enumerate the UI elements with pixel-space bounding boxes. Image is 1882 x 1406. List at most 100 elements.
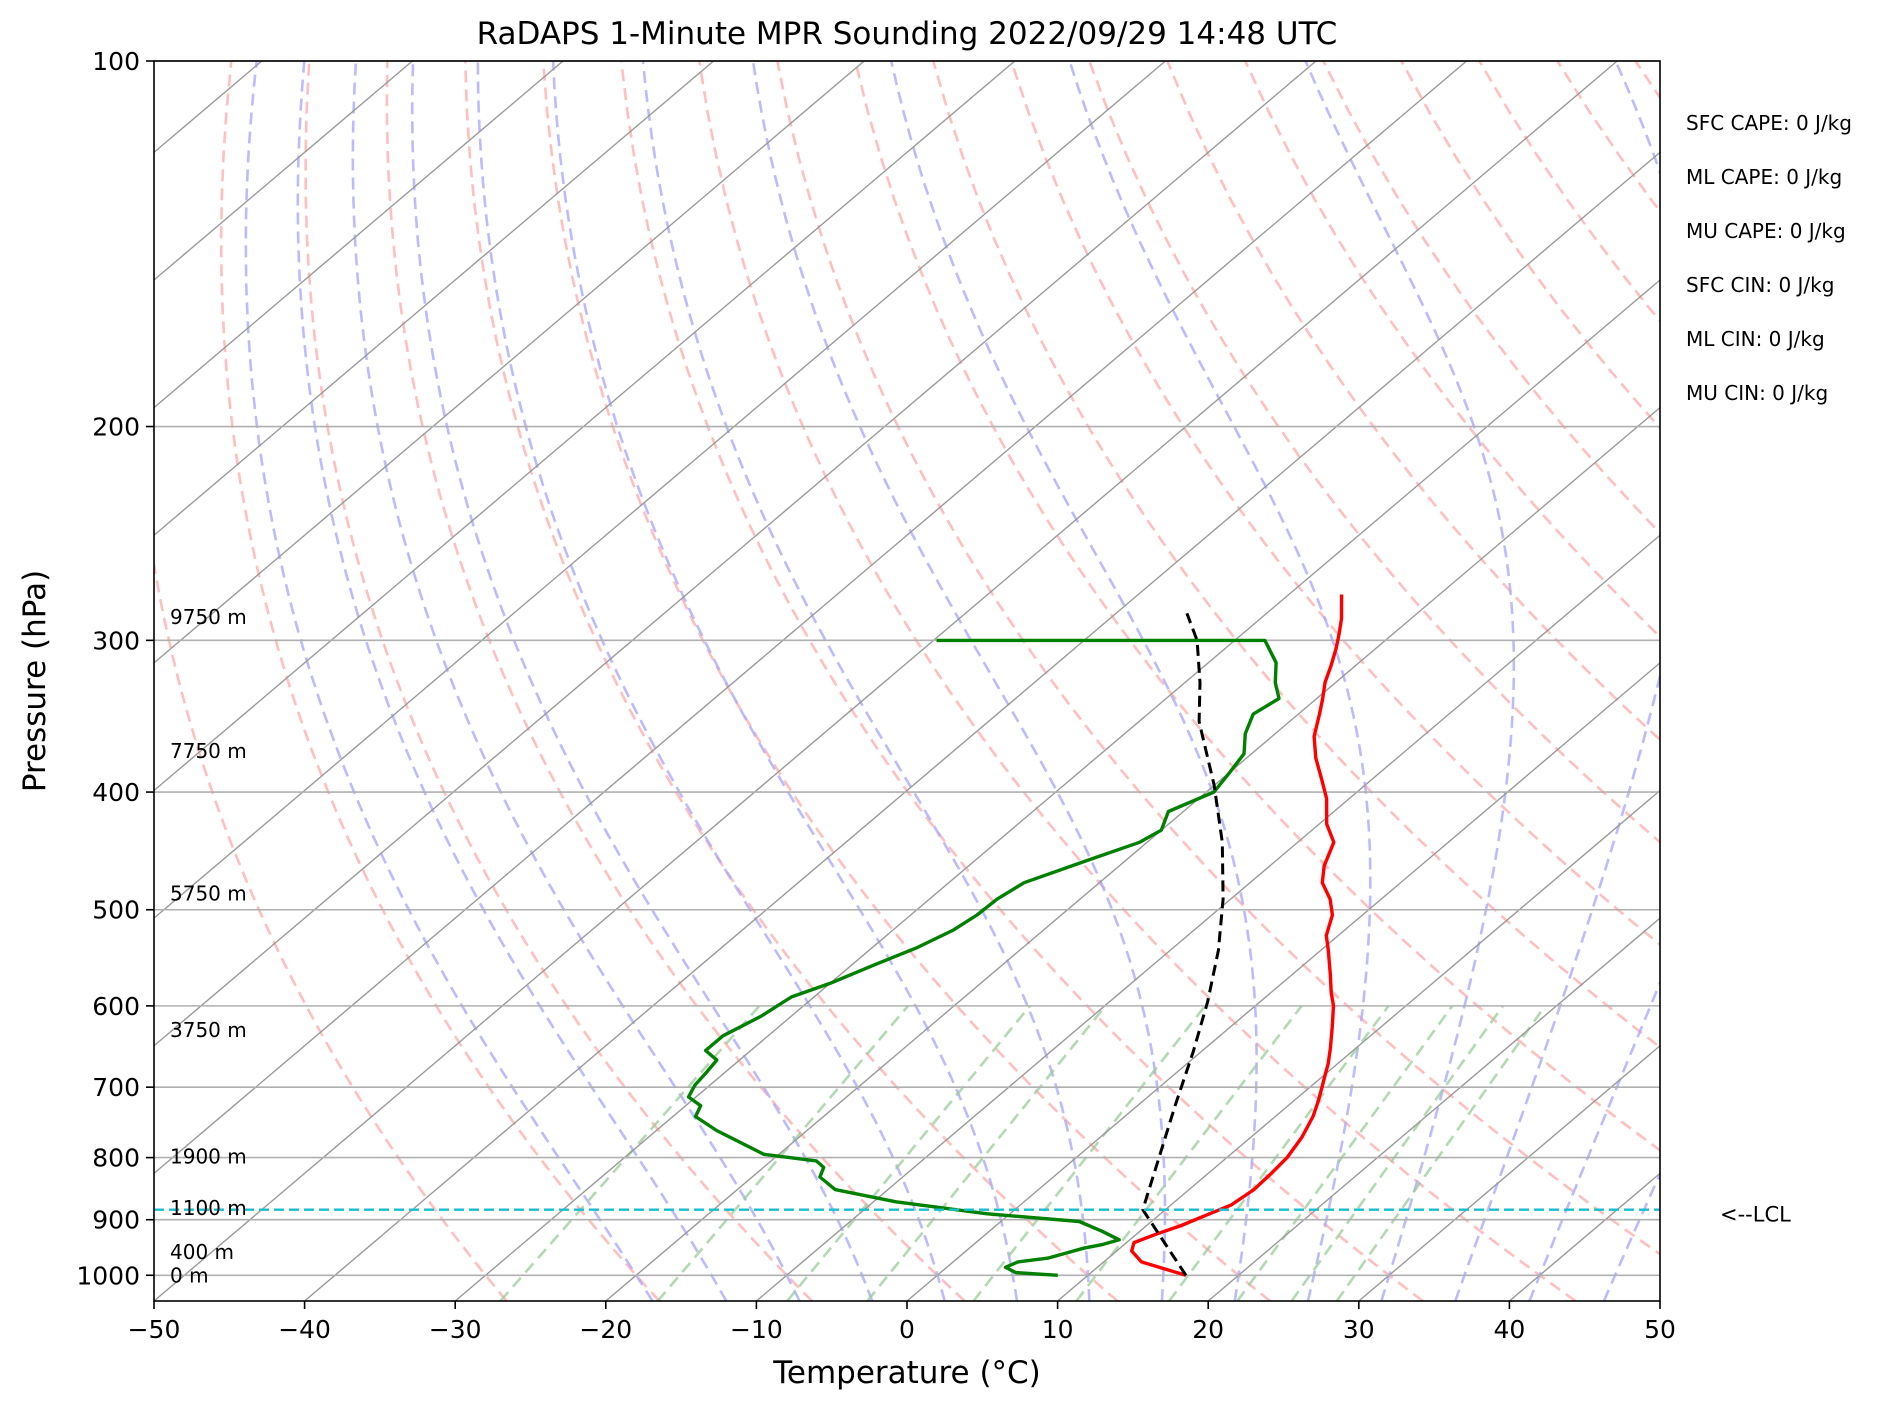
dry-adiabat bbox=[219, 61, 661, 1301]
y-tick-label: 400 bbox=[92, 778, 140, 807]
x-tick-label: 50 bbox=[1644, 1315, 1676, 1344]
x-tick-label: −30 bbox=[429, 1315, 482, 1344]
y-tick-label: 800 bbox=[92, 1144, 140, 1173]
isotherm bbox=[154, 61, 413, 281]
y-axis-label: Pressure (hPa) bbox=[17, 570, 53, 792]
x-axis-ticks: −50 −40 −30 −20 −10 0 10 20 30 40 50 bbox=[128, 1301, 1676, 1344]
isotherm bbox=[304, 151, 1660, 1301]
isotherm bbox=[154, 61, 1468, 1175]
x-tick-label: −10 bbox=[730, 1315, 783, 1344]
isotherm bbox=[154, 61, 564, 409]
y-tick-label: 300 bbox=[92, 626, 140, 655]
dry-adiabat bbox=[1088, 61, 1660, 844]
y-tick-label: 900 bbox=[92, 1206, 140, 1235]
dry-adiabat bbox=[932, 61, 1660, 1049]
moist-adiabat bbox=[1454, 61, 1660, 1301]
mixing-ratio-line bbox=[786, 1005, 1032, 1301]
x-tick-label: −20 bbox=[579, 1315, 632, 1344]
moist-adiabat bbox=[751, 61, 1167, 1301]
mixing-ratio-line bbox=[1236, 1005, 1454, 1301]
isotherm bbox=[154, 61, 1317, 1047]
moist-adiabat bbox=[1304, 61, 1516, 1301]
moist-adiabat bbox=[410, 61, 874, 1301]
stability-index: MU CIN: 0 J/kg bbox=[1686, 381, 1828, 405]
dry-adiabat bbox=[1791, 61, 1882, 1301]
mixing-ratio-line bbox=[1335, 1005, 1547, 1301]
y-tick-label: 600 bbox=[92, 992, 140, 1021]
x-tick-label: 20 bbox=[1192, 1315, 1224, 1344]
stability-index: ML CIN: 0 J/kg bbox=[1686, 327, 1825, 351]
stability-index: ML CAPE: 0 J/kg bbox=[1686, 165, 1842, 189]
x-axis-label: Temperature (°C) bbox=[772, 1355, 1041, 1391]
isotherm bbox=[1659, 1300, 1660, 1301]
parcel-trace bbox=[1141, 612, 1225, 1277]
isotherm bbox=[755, 534, 1660, 1301]
height-label: 0 m bbox=[170, 1263, 209, 1287]
x-tick-label: 10 bbox=[1042, 1315, 1074, 1344]
stability-index: SFC CIN: 0 J/kg bbox=[1686, 273, 1834, 297]
x-tick-label: 40 bbox=[1493, 1315, 1525, 1344]
y-tick-label: 100 bbox=[92, 47, 140, 76]
isotherm bbox=[154, 61, 865, 664]
mixing-ratio-line bbox=[1075, 1005, 1303, 1301]
moist-adiabat bbox=[641, 61, 1091, 1301]
isotherm bbox=[1207, 917, 1660, 1301]
height-labels: 9750 m 7750 m 5750 m 3750 m 1900 m 1100 m 400 … bbox=[170, 605, 247, 1287]
pressure-gridlines bbox=[154, 60, 1660, 1277]
moist-adiabat bbox=[889, 61, 1258, 1301]
x-tick-label: 30 bbox=[1343, 1315, 1375, 1344]
isotherm bbox=[154, 61, 1016, 792]
dry-adiabat bbox=[304, 61, 813, 1301]
mixing-ratio-line bbox=[1168, 1005, 1390, 1301]
dewpoint-trace bbox=[686, 638, 1281, 1277]
lcl-marker: <--LCL bbox=[154, 1203, 1791, 1227]
moist-adiabat bbox=[476, 61, 946, 1301]
isotherm bbox=[605, 406, 1660, 1301]
isotherm bbox=[1358, 1044, 1660, 1301]
y-tick-label: 700 bbox=[92, 1073, 140, 1102]
height-label: 9750 m bbox=[170, 605, 247, 629]
height-label: 1100 m bbox=[170, 1196, 247, 1220]
y-tick-label: 200 bbox=[92, 413, 140, 442]
stability-index: SFC CAPE: 0 J/kg bbox=[1686, 111, 1852, 135]
dry-adiabat bbox=[1713, 61, 1882, 1301]
moist-adiabat bbox=[351, 61, 801, 1301]
dry-adiabat bbox=[698, 61, 1577, 1301]
chart-title: RaDAPS 1-Minute MPR Sounding 2022/09/29 … bbox=[477, 16, 1338, 52]
height-label: 1900 m bbox=[170, 1144, 247, 1168]
mixing-ratio-line bbox=[972, 1005, 1207, 1301]
dry-adiabat bbox=[464, 61, 1119, 1301]
isotherm bbox=[1508, 1172, 1660, 1301]
x-tick-label: −40 bbox=[278, 1315, 331, 1344]
height-label: 7750 m bbox=[170, 739, 247, 763]
isotherm bbox=[154, 61, 1618, 1301]
background-lines bbox=[154, 61, 1882, 1301]
moist-adiabat bbox=[296, 61, 728, 1301]
dry-adiabat bbox=[1010, 61, 1660, 947]
dry-adiabat bbox=[1869, 61, 1882, 1301]
y-axis-ticks: 100 200 300 400 500 600 700 800 900 1000 bbox=[76, 47, 154, 1290]
sounding-traces bbox=[686, 594, 1344, 1277]
dry-adiabat bbox=[154, 61, 508, 1301]
dry-adiabat bbox=[776, 61, 1660, 1256]
x-tick-label: −50 bbox=[128, 1315, 181, 1344]
mixing-ratio-line bbox=[866, 1005, 1107, 1301]
moist-adiabat bbox=[244, 61, 654, 1301]
dry-adiabat bbox=[1244, 61, 1660, 639]
stability-index: MU CAPE: 0 J/kg bbox=[1686, 219, 1846, 243]
isotherm bbox=[154, 61, 715, 537]
height-label: 5750 m bbox=[170, 882, 247, 906]
y-tick-label: 500 bbox=[92, 896, 140, 925]
stability-indices: SFC CAPE: 0 J/kg ML CAPE: 0 J/kg MU CAPE: … bbox=[1686, 111, 1852, 405]
temperature-trace bbox=[1130, 594, 1344, 1277]
isotherm bbox=[1057, 789, 1660, 1301]
lcl-label: <--LCL bbox=[1720, 1203, 1791, 1227]
dry-adiabat bbox=[854, 61, 1660, 1152]
moist-adiabat bbox=[1068, 61, 1372, 1301]
isotherm bbox=[154, 61, 1166, 920]
isotherm bbox=[906, 661, 1660, 1301]
dry-adiabat bbox=[1166, 61, 1660, 742]
moist-adiabat bbox=[1602, 1170, 1660, 1301]
dry-adiabat bbox=[620, 61, 1424, 1301]
